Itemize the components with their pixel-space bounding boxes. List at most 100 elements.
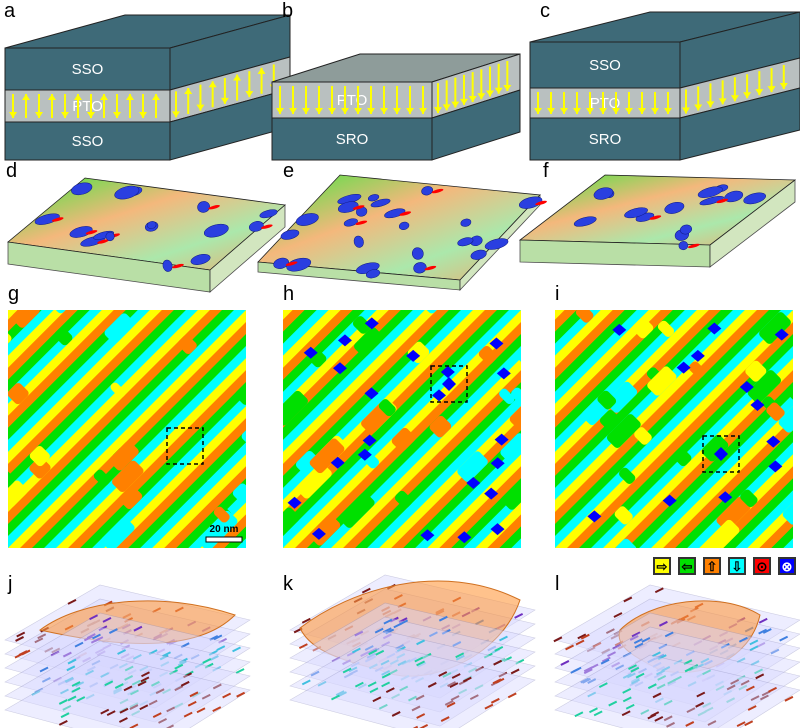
- polarization-vector: [114, 683, 124, 689]
- arrow-head: [208, 81, 217, 88]
- vortex-blob: [664, 202, 685, 214]
- polarization-vector: [180, 642, 190, 649]
- polarization-vector: [736, 674, 746, 681]
- polarization-vector: [338, 691, 347, 698]
- domain-stripe: [8, 310, 246, 548]
- domain-stripe: [555, 310, 729, 484]
- domain-stripe: [335, 362, 521, 548]
- arrow-head: [341, 108, 349, 114]
- polarization-vector: [631, 678, 640, 685]
- domain-stripe: [555, 310, 793, 548]
- vortex-blob: [295, 213, 319, 226]
- polarization-vector: [462, 676, 472, 683]
- polarization-vector: [124, 675, 134, 681]
- vortex-blob: [699, 195, 724, 206]
- domain-stripe: [283, 310, 521, 548]
- polarization-vector: [758, 628, 768, 635]
- vortex-core: [774, 328, 789, 341]
- polarization-vector: [647, 713, 657, 720]
- polarization-vector: [419, 724, 429, 728]
- domain-stripe: [613, 368, 793, 548]
- polarization-vector: [108, 628, 118, 634]
- polarization-vector: [416, 639, 426, 646]
- polarization-vector: [754, 668, 764, 675]
- polarization-vector: [179, 657, 188, 664]
- arrow-head: [302, 108, 310, 114]
- domain-stripe: [8, 310, 246, 548]
- domain-stripe: [555, 310, 793, 548]
- vortex-core: [494, 433, 509, 446]
- domain-pattern: [283, 310, 521, 548]
- polarization-vector: [730, 678, 740, 685]
- stripes: [283, 310, 521, 548]
- arrow-head: [220, 97, 229, 104]
- arrow-head: [767, 86, 776, 93]
- polarization-vector: [630, 664, 640, 671]
- domain-stripe: [589, 344, 793, 548]
- polarization-vector: [744, 720, 754, 727]
- polarization-vector: [133, 625, 143, 632]
- polarization-vector: [661, 666, 671, 672]
- polarization-vector: [132, 653, 142, 660]
- polarization-vector: [475, 665, 484, 672]
- domain-stripe: [555, 310, 793, 548]
- panel-label-j: j: [8, 573, 13, 595]
- domain-patch: [478, 345, 498, 365]
- vortex-blob: [273, 257, 289, 269]
- polarization-vector: [369, 687, 379, 694]
- polarization-vector: [412, 725, 419, 728]
- layer-label: SSO: [72, 61, 104, 78]
- domain-stripe: [555, 310, 793, 548]
- domain-patch: [395, 490, 413, 509]
- polarization-vector: [90, 637, 100, 644]
- domain-stripe: [555, 310, 789, 544]
- polarization-vector: [438, 615, 448, 622]
- domain-patch: [119, 485, 143, 510]
- polarization-vector: [656, 665, 666, 672]
- polarization-vector: [160, 661, 170, 667]
- polarization-vector: [768, 686, 777, 693]
- polarization-vector: [400, 674, 410, 681]
- polarization-vector: [427, 682, 437, 688]
- layer-label: SRO: [589, 131, 622, 148]
- polarization-vector: [366, 652, 376, 659]
- polarization-vector: [374, 627, 384, 634]
- polarization-vector: [686, 707, 696, 714]
- polarization-vector: [44, 647, 54, 653]
- polarization-vector: [131, 679, 141, 686]
- polarization-vector: [381, 669, 391, 676]
- arrow-head: [245, 91, 254, 98]
- domain-patch: [177, 335, 197, 355]
- arrow-head: [48, 94, 56, 100]
- antivortex-blob: [688, 243, 700, 249]
- polarization-vector: [212, 706, 222, 713]
- vortex-blob: [370, 198, 391, 208]
- domain-patch: [615, 538, 637, 548]
- vortex-blob: [190, 254, 211, 265]
- vortex-blob: [162, 259, 173, 272]
- domain-stripe: [601, 356, 793, 548]
- polarization-vector: [236, 691, 246, 698]
- polarization-vector: [439, 682, 449, 689]
- arrow-left-icon: ⇦: [678, 557, 696, 575]
- polarization-vector: [738, 636, 748, 643]
- domain-stripe: [283, 310, 521, 548]
- arrow-head: [534, 108, 542, 114]
- polarization-vector: [209, 655, 219, 661]
- domain-patch: [707, 519, 740, 548]
- polarization-vector: [490, 697, 500, 704]
- domain-stripe: [8, 310, 246, 548]
- domain-patch: [740, 489, 758, 508]
- polarization-vector: [560, 660, 570, 666]
- polarization-vector: [140, 676, 150, 683]
- domain-patch: [309, 438, 345, 474]
- panel-label-i: i: [555, 283, 560, 305]
- polarization-vector: [656, 683, 666, 690]
- domain-stripe: [24, 326, 246, 548]
- polarization-vector: [605, 628, 615, 635]
- domain-stripe: [283, 310, 521, 548]
- polarization-vector: [455, 652, 465, 659]
- polarization-vector: [129, 702, 139, 708]
- polarization-vector: [658, 643, 668, 650]
- heterostructure-c: SSO PTO SRO: [529, 11, 800, 161]
